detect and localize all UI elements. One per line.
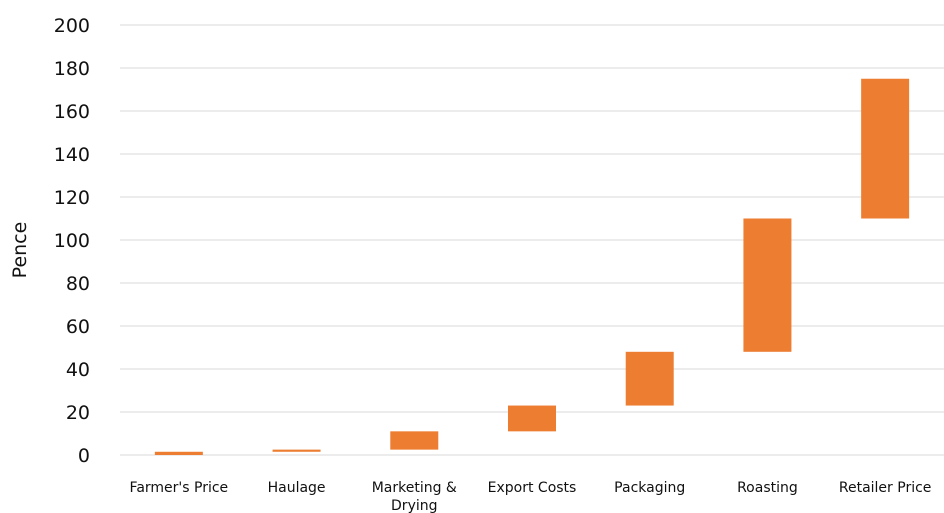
x-category-label: Marketing & (372, 480, 457, 496)
bar (272, 449, 321, 452)
y-tick-label: 20 (66, 402, 90, 424)
y-tick-label: 180 (54, 58, 90, 80)
y-axis-title: Pence (9, 222, 31, 279)
bar (743, 218, 792, 352)
x-category-label: Export Costs (488, 480, 577, 496)
y-tick-label: 0 (78, 445, 90, 467)
y-tick-label: 80 (66, 273, 90, 295)
y-tick-label: 100 (54, 230, 90, 252)
gridlines (120, 24, 944, 456)
x-category-label: Farmer's Price (130, 480, 229, 496)
bar (508, 405, 556, 432)
y-tick-label: 40 (66, 359, 90, 381)
y-tick-label: 60 (66, 316, 90, 338)
x-category-label: Packaging (614, 480, 685, 496)
bar (625, 351, 674, 406)
x-axis-labels: Farmer's Price Haulage Marketing & Drying Ex… (130, 480, 932, 513)
bar (861, 78, 910, 219)
bars (154, 78, 910, 455)
x-category-label: Drying (391, 498, 437, 513)
bar (390, 431, 439, 450)
y-axis-ticks: 0 20 40 60 80 100 120 140 160 180 200 (54, 15, 90, 467)
x-category-label: Retailer Price (839, 480, 932, 496)
x-category-label: Roasting (737, 480, 798, 496)
x-category-label: Haulage (268, 480, 326, 496)
y-tick-label: 120 (54, 187, 90, 209)
y-tick-label: 200 (54, 15, 90, 37)
y-tick-label: 160 (54, 101, 90, 123)
y-tick-label: 140 (54, 144, 90, 166)
bar (154, 451, 203, 455)
